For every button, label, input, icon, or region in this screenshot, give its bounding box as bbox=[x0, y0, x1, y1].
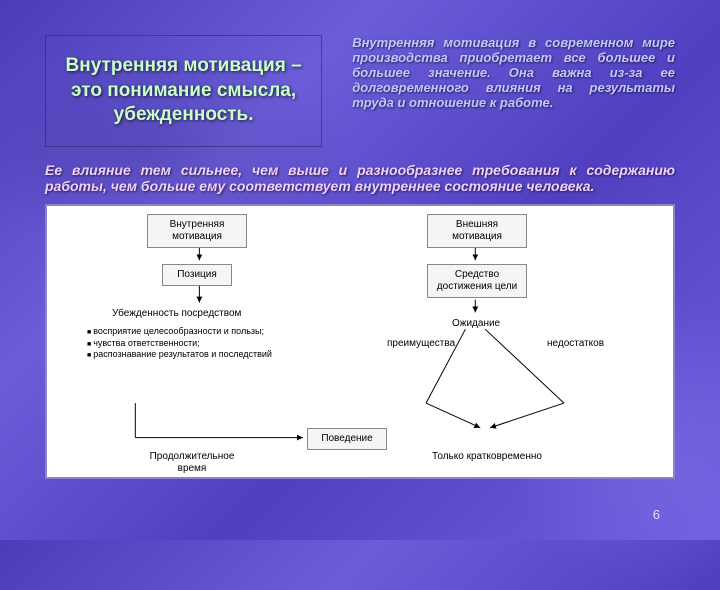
box-behavior: Поведение bbox=[307, 428, 387, 450]
box-means: Средство достижения цели bbox=[427, 264, 527, 298]
label-disadvantages: недостатков bbox=[547, 338, 604, 350]
title-left: Внутренняя мотивация – это понимание смы… bbox=[45, 35, 322, 147]
label-shortterm: Только кратковременно bbox=[432, 451, 542, 463]
bullet-3: распознавание результатов и последствий bbox=[87, 349, 287, 361]
box-outer-motivation: Внешняя мотивация bbox=[427, 214, 527, 248]
page-number: 6 bbox=[653, 507, 660, 522]
title-right: Внутренняя мотивация в современном мире … bbox=[352, 35, 675, 147]
header-row: Внутренняя мотивация – это понимание смы… bbox=[0, 0, 720, 157]
middle-paragraph: Ее влияние тем сильнее, чем выше и разно… bbox=[0, 157, 720, 204]
box-position: Позиция bbox=[162, 264, 232, 286]
motivation-diagram: Внутренняя мотивация Внешняя мотивация П… bbox=[45, 204, 675, 479]
label-expectation: Ожидание bbox=[452, 318, 500, 330]
bullet-2: чувства ответственности; bbox=[87, 338, 287, 350]
label-advantages: преимущества bbox=[387, 338, 455, 350]
label-longtime: Продолжительное время bbox=[137, 451, 247, 475]
bullet-list: восприятие целесообразности и пользы; чу… bbox=[87, 326, 287, 361]
label-conviction: Убежденность посредством bbox=[112, 308, 241, 320]
box-inner-motivation: Внутренняя мотивация bbox=[147, 214, 247, 248]
bullet-1: восприятие целесообразности и пользы; bbox=[87, 326, 287, 338]
